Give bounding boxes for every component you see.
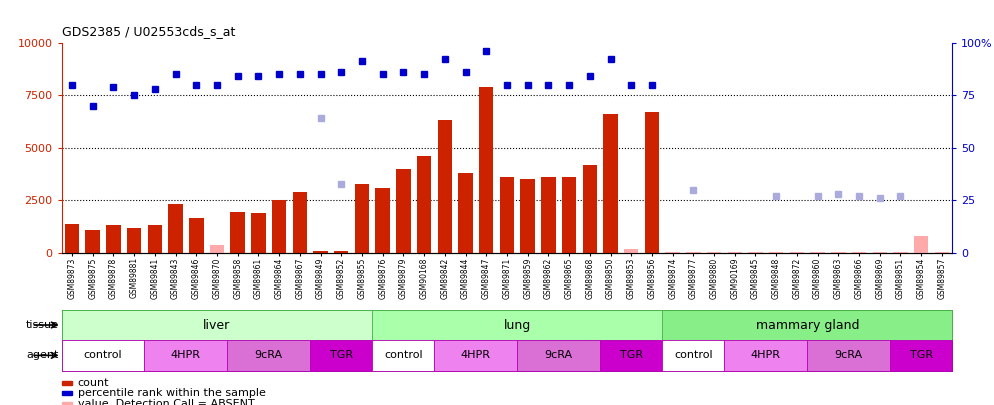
Bar bbox=[913, 236, 928, 253]
Bar bbox=[686, 252, 701, 253]
Bar bbox=[271, 200, 286, 253]
Text: count: count bbox=[78, 378, 109, 388]
Text: mammary gland: mammary gland bbox=[755, 318, 859, 332]
Bar bbox=[168, 204, 183, 253]
Bar bbox=[707, 252, 722, 253]
Bar bbox=[189, 218, 204, 253]
Bar bbox=[500, 177, 514, 253]
Bar bbox=[210, 245, 225, 253]
Bar bbox=[894, 252, 908, 253]
Bar bbox=[85, 230, 100, 253]
Bar bbox=[106, 225, 120, 253]
Bar bbox=[147, 225, 162, 253]
Text: 9cRA: 9cRA bbox=[254, 350, 283, 360]
Bar bbox=[437, 120, 452, 253]
Bar bbox=[645, 112, 659, 253]
Text: control: control bbox=[674, 350, 713, 360]
Bar bbox=[748, 252, 762, 253]
Bar bbox=[873, 252, 887, 253]
Bar bbox=[810, 252, 825, 253]
Text: TGR: TGR bbox=[619, 350, 643, 360]
Bar bbox=[789, 252, 804, 253]
Text: lung: lung bbox=[504, 318, 531, 332]
Bar bbox=[831, 252, 846, 253]
Bar bbox=[127, 228, 141, 253]
Text: 4HPR: 4HPR bbox=[750, 350, 781, 360]
Bar bbox=[521, 179, 535, 253]
Text: 9cRA: 9cRA bbox=[835, 350, 863, 360]
Bar bbox=[562, 177, 577, 253]
Text: GDS2385 / U02553cds_s_at: GDS2385 / U02553cds_s_at bbox=[62, 26, 235, 38]
Text: control: control bbox=[83, 350, 122, 360]
Text: value, Detection Call = ABSENT: value, Detection Call = ABSENT bbox=[78, 399, 254, 405]
Bar bbox=[769, 252, 783, 253]
Bar bbox=[416, 156, 431, 253]
Bar bbox=[334, 251, 349, 253]
Bar bbox=[541, 177, 556, 253]
Text: control: control bbox=[384, 350, 422, 360]
Bar bbox=[376, 188, 390, 253]
Bar bbox=[603, 114, 617, 253]
Bar bbox=[582, 165, 597, 253]
Bar bbox=[479, 87, 493, 253]
Bar bbox=[292, 192, 307, 253]
Bar bbox=[313, 251, 328, 253]
Text: TGR: TGR bbox=[910, 350, 932, 360]
Bar bbox=[231, 212, 245, 253]
Bar bbox=[934, 252, 949, 253]
Bar bbox=[624, 249, 638, 253]
Bar bbox=[665, 252, 680, 253]
Text: 4HPR: 4HPR bbox=[171, 350, 201, 360]
Bar bbox=[728, 252, 743, 253]
Bar bbox=[852, 252, 867, 253]
Text: percentile rank within the sample: percentile rank within the sample bbox=[78, 388, 265, 398]
Bar bbox=[251, 213, 265, 253]
Bar bbox=[65, 224, 80, 253]
Text: agent: agent bbox=[26, 350, 59, 360]
Text: liver: liver bbox=[204, 318, 231, 332]
Bar bbox=[355, 183, 369, 253]
Text: 4HPR: 4HPR bbox=[461, 350, 491, 360]
Text: tissue: tissue bbox=[26, 320, 59, 330]
Text: TGR: TGR bbox=[330, 350, 353, 360]
Bar bbox=[397, 169, 411, 253]
Text: 9cRA: 9cRA bbox=[545, 350, 573, 360]
Bar bbox=[458, 173, 473, 253]
